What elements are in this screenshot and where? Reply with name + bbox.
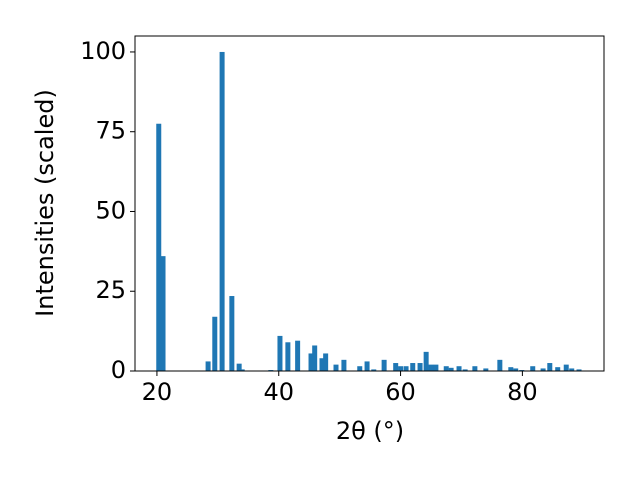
bar bbox=[540, 368, 546, 371]
bar bbox=[462, 369, 468, 371]
bar bbox=[160, 256, 166, 371]
bar bbox=[393, 363, 399, 371]
bar bbox=[433, 364, 439, 371]
bar bbox=[312, 345, 318, 371]
bar bbox=[364, 361, 370, 371]
bar bbox=[323, 353, 329, 371]
x-tick-label: 20 bbox=[142, 378, 173, 406]
bar bbox=[308, 353, 314, 371]
y-tick-label: 50 bbox=[95, 196, 126, 224]
bar bbox=[508, 367, 514, 371]
bar bbox=[497, 359, 503, 371]
bar bbox=[417, 363, 423, 371]
bar bbox=[403, 366, 409, 371]
bar bbox=[319, 358, 325, 371]
bar bbox=[295, 340, 301, 371]
x-tick-label: 80 bbox=[507, 378, 538, 406]
bar bbox=[428, 364, 434, 371]
x-axis-label: 2θ (°) bbox=[336, 417, 404, 445]
y-tick-label: 25 bbox=[95, 276, 126, 304]
bar bbox=[576, 369, 582, 371]
bar bbox=[333, 364, 339, 371]
bar bbox=[212, 316, 218, 371]
bar bbox=[530, 366, 536, 371]
bar bbox=[483, 368, 489, 371]
bar bbox=[443, 366, 449, 371]
bar bbox=[381, 359, 387, 371]
bar bbox=[236, 363, 242, 371]
bar bbox=[357, 366, 363, 371]
bar bbox=[205, 361, 211, 371]
bar bbox=[423, 351, 429, 371]
bar bbox=[219, 51, 225, 371]
y-tick-label: 75 bbox=[95, 117, 126, 145]
bar bbox=[555, 367, 561, 371]
bar bbox=[239, 369, 245, 371]
bar bbox=[156, 123, 162, 371]
bar bbox=[398, 366, 404, 371]
bar bbox=[547, 363, 553, 371]
bar bbox=[448, 367, 454, 371]
y-axis-label: Intensities (scaled) bbox=[31, 89, 59, 317]
bar bbox=[341, 359, 347, 371]
y-tick-label: 100 bbox=[80, 37, 126, 65]
plot-frame bbox=[134, 35, 605, 372]
bar bbox=[371, 369, 377, 371]
bar bbox=[285, 342, 291, 371]
bar bbox=[410, 363, 416, 371]
bar bbox=[277, 335, 283, 371]
y-tick-label: 0 bbox=[111, 356, 126, 384]
x-tick-label: 60 bbox=[385, 378, 416, 406]
bar bbox=[456, 366, 462, 371]
bar bbox=[569, 368, 575, 371]
bar bbox=[472, 366, 478, 371]
bar bbox=[229, 296, 235, 371]
bar bbox=[563, 364, 569, 371]
bar bbox=[513, 368, 519, 371]
x-tick-label: 40 bbox=[263, 378, 294, 406]
